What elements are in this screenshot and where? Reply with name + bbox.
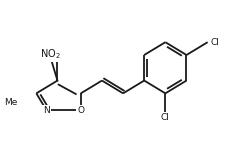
Text: N: N: [43, 106, 50, 115]
Text: Cl: Cl: [161, 113, 170, 122]
Text: Me: Me: [4, 98, 17, 107]
Text: $\mathregular{NO_2}$: $\mathregular{NO_2}$: [40, 47, 61, 61]
Text: O: O: [77, 106, 84, 115]
Text: Cl: Cl: [210, 38, 219, 47]
Text: N: N: [54, 52, 61, 61]
